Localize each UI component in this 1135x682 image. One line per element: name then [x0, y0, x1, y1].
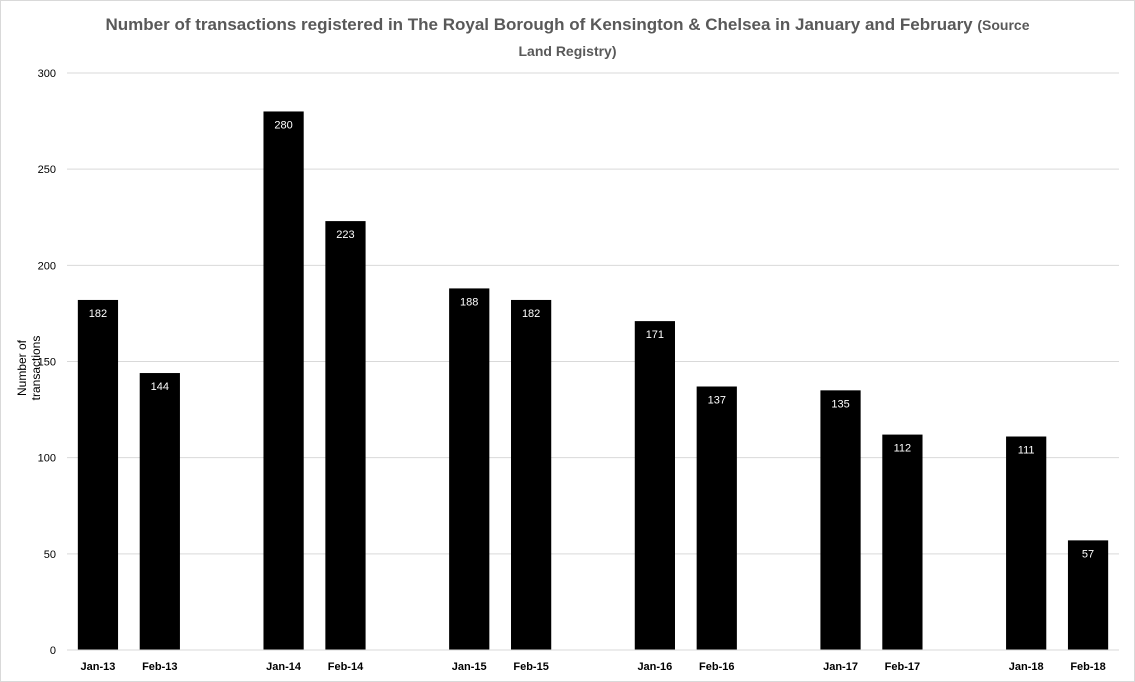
data-label: 57 [1082, 548, 1094, 560]
x-tick-label: Feb-17 [885, 661, 920, 673]
data-label: 280 [274, 119, 292, 131]
y-tick-label: 50 [44, 549, 56, 561]
y-axis-ticks: 0 50 100 150 200 250 300 [38, 68, 56, 657]
bars: 182 144 280 223 188 182 171 137 135 112 111 57 [77, 111, 1109, 650]
x-tick-label: Jan-18 [1009, 661, 1044, 673]
bar-feb-14 [325, 221, 366, 650]
x-tick-label: Jan-14 [266, 661, 302, 673]
bar-jan-14 [263, 111, 304, 650]
x-tick-label: Jan-15 [452, 661, 487, 673]
gridlines [67, 72, 1119, 555]
bar-jan-18 [1006, 436, 1047, 650]
data-label: 144 [151, 381, 169, 393]
y-tick-label: 300 [38, 68, 56, 80]
data-label: 111 [1018, 445, 1035, 457]
x-tick-label: Jan-17 [823, 661, 858, 673]
y-tick-label: 100 [38, 453, 56, 465]
y-tick-label: 0 [50, 645, 56, 657]
data-label: 135 [831, 398, 849, 410]
x-tick-label: Feb-16 [699, 661, 734, 673]
data-label: 182 [522, 308, 540, 320]
bar-feb-15 [511, 299, 552, 650]
bar-jan-15 [449, 288, 490, 650]
bar-feb-13 [139, 373, 180, 650]
x-tick-label: Feb-13 [142, 661, 177, 673]
y-tick-label: 150 [38, 357, 56, 369]
data-label: 171 [646, 329, 664, 341]
chart-title-source: (Source Land Registry) [518, 17, 1030, 59]
x-axis-ticks: Jan-13 Feb-13 Jan-14 Feb-14 Jan-15 Feb-15 Jan-… [81, 661, 1106, 673]
chart-title-main: Number of transactions registered in The… [105, 15, 973, 34]
y-tick-label: 250 [38, 164, 56, 176]
x-tick-label: Feb-18 [1070, 661, 1105, 673]
bar-feb-17 [882, 434, 923, 650]
data-label: 137 [708, 395, 726, 407]
x-tick-label: Feb-14 [328, 661, 364, 673]
x-tick-label: Feb-15 [513, 661, 548, 673]
bar-feb-16 [696, 386, 737, 650]
x-tick-label: Jan-16 [637, 661, 672, 673]
y-tick-label: 200 [38, 260, 56, 272]
bar-jan-17 [820, 390, 861, 650]
chart-title: Number of transactions registered in The… [100, 12, 1035, 64]
data-label: 223 [336, 229, 354, 241]
bar-feb-18 [1067, 540, 1109, 650]
bar-jan-13 [77, 299, 119, 650]
bar-jan-16 [634, 321, 675, 650]
x-tick-label: Jan-13 [81, 661, 116, 673]
data-label: 112 [894, 443, 912, 455]
data-label: 182 [89, 308, 107, 320]
data-label: 188 [460, 296, 478, 308]
